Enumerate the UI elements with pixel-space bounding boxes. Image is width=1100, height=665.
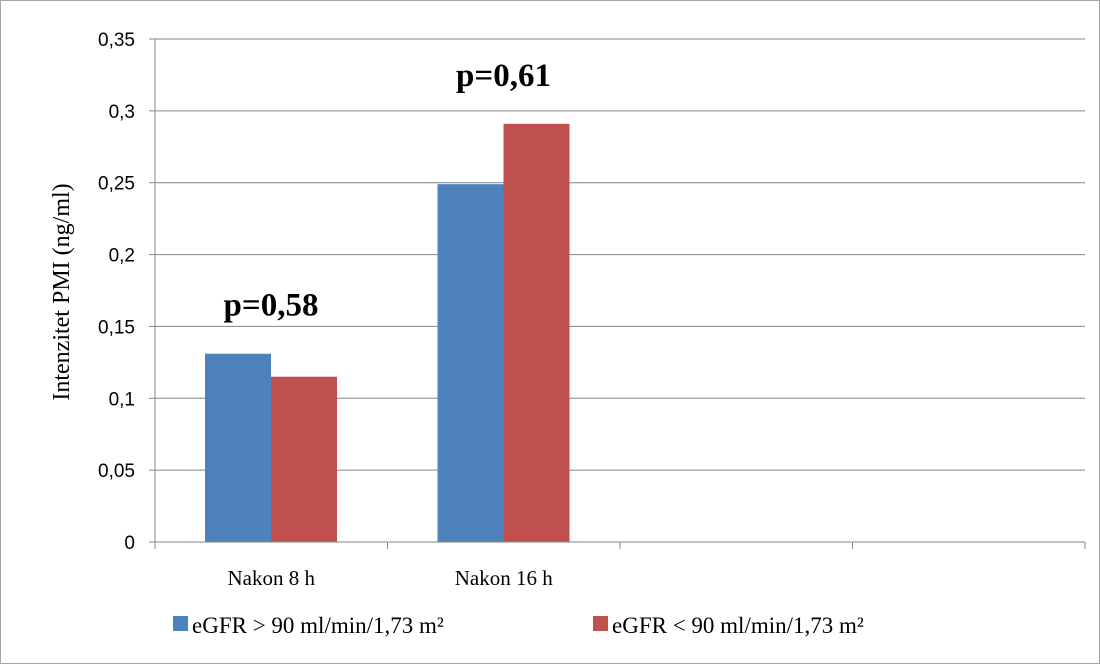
bars: [205, 123, 570, 542]
y-tick-label: 0,2: [109, 246, 135, 267]
p-value-annotation: p=0,58: [224, 288, 319, 324]
legend-label: eGFR < 90 ml/min/1,73 m²: [612, 613, 864, 638]
x-tick-label: Nakon 8 h: [228, 566, 316, 590]
p-value-annotation: p=0,61: [456, 58, 551, 94]
bar: [503, 123, 570, 542]
y-tick-label: 0,35: [98, 30, 135, 51]
legend-label: eGFR > 90 ml/min/1,73 m²: [192, 613, 444, 638]
y-tick-label: 0,1: [109, 389, 135, 410]
y-tick-label: 0,25: [98, 174, 135, 195]
legend-swatch: [173, 616, 188, 631]
y-axis-label: Intenzitet PMI (ng/ml): [49, 183, 75, 400]
legend-swatch: [593, 616, 608, 631]
bar: [437, 184, 504, 542]
legend: eGFR > 90 ml/min/1,73 m² eGFR < 90 ml/min…: [173, 613, 864, 638]
bar: [271, 376, 337, 542]
y-tick-label: 0,05: [98, 461, 135, 482]
y-tick-label: 0,15: [98, 317, 135, 338]
bar: [205, 353, 271, 542]
y-tick-label: 0,3: [109, 102, 135, 123]
y-tick-label: 0: [124, 533, 135, 554]
annotations: p=0,58 p=0,61: [224, 58, 551, 324]
x-tick-label: Nakon 16 h: [455, 566, 553, 590]
axes: 0 0,05 0,1 0,15 0,2 0,25 0,3 0,35 Nakon 8 h Nakon…: [98, 30, 1086, 590]
